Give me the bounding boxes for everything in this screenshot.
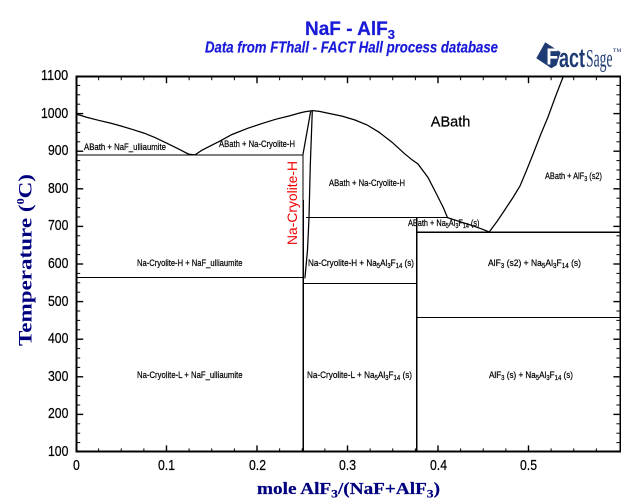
- svg-text:act: act: [559, 43, 585, 73]
- svg-text:F: F: [546, 44, 558, 70]
- svg-text:™: ™: [613, 47, 622, 57]
- svg-text:Sage: Sage: [586, 45, 613, 72]
